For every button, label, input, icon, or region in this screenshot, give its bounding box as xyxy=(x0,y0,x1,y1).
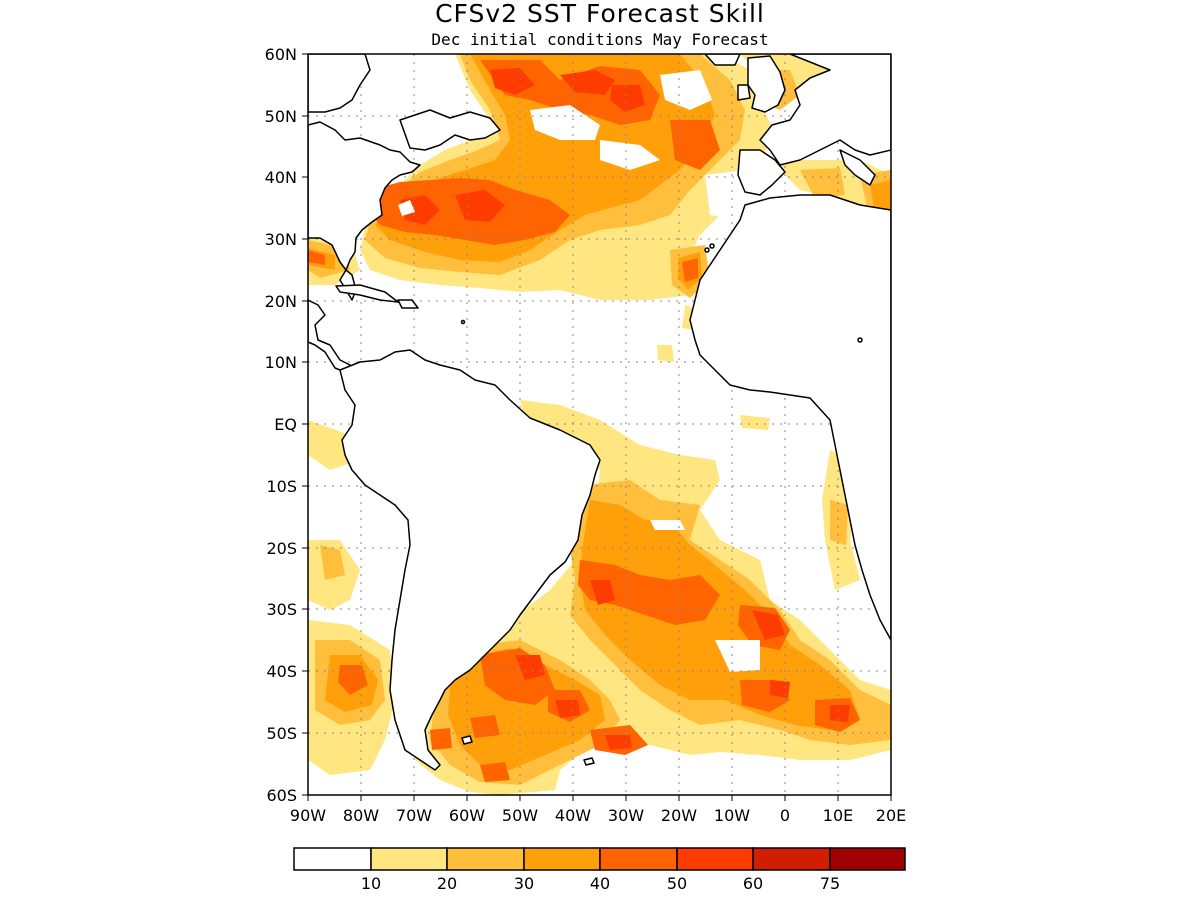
colorbar-segment xyxy=(523,847,601,871)
latitude-labels: 60N 50N 40N 30N 20N 10N EQ 10S 20S 30S 4… xyxy=(265,45,297,805)
lat-label: 30S xyxy=(266,600,297,619)
colorbar-label: 75 xyxy=(820,874,840,893)
axis-ticks xyxy=(302,53,892,801)
colorbar-segment xyxy=(446,847,525,871)
lat-label: 20N xyxy=(265,292,297,311)
canada-north xyxy=(308,54,371,113)
colorbar-label: 40 xyxy=(590,874,610,893)
ireland xyxy=(737,84,751,101)
lat-label: 40N xyxy=(265,168,297,187)
lat-label: 60S xyxy=(266,786,297,805)
lat-label: 60N xyxy=(265,45,297,64)
lon-label: 20E xyxy=(876,806,906,825)
colorbar-segment xyxy=(293,847,372,871)
lon-label: 30W xyxy=(608,806,644,825)
coastlines xyxy=(308,54,891,771)
lat-label: 40S xyxy=(266,662,297,681)
colorbar-segment xyxy=(752,847,831,871)
lon-label: 80W xyxy=(343,806,379,825)
lat-label: 10S xyxy=(266,477,297,496)
colorbar-segment xyxy=(829,847,906,871)
lat-label: 30N xyxy=(265,230,297,249)
lat-label: 50S xyxy=(266,724,297,743)
lon-label: 90W xyxy=(290,806,326,825)
colorbar-segment xyxy=(676,847,754,871)
lon-label: 60W xyxy=(449,806,485,825)
lat-label: 20S xyxy=(266,539,297,558)
lon-label: 50W xyxy=(502,806,538,825)
lat-label: EQ xyxy=(274,415,297,434)
colorbar-label: 20 xyxy=(437,874,457,893)
chart-title: CFSv2 SST Forecast Skill xyxy=(435,0,765,28)
colorbar-label: 60 xyxy=(743,874,763,893)
longitude-labels: 90W 80W 70W 60W 50W 40W 30W 20W 10W 0 10… xyxy=(290,806,906,825)
south-america xyxy=(339,349,601,771)
lat-label: 50N xyxy=(265,107,297,126)
lon-label: 10E xyxy=(823,806,853,825)
lat-label: 10N xyxy=(265,353,297,372)
plot-area xyxy=(308,54,891,795)
colorbar-segment xyxy=(370,847,448,871)
colorbar-label: 50 xyxy=(667,874,687,893)
colorbar: 10 20 30 40 50 60 75 xyxy=(293,847,906,893)
colorbar-label: 30 xyxy=(514,874,534,893)
lon-label: 0 xyxy=(780,806,790,825)
lon-label: 40W xyxy=(555,806,591,825)
nova-scotia-newfoundland xyxy=(399,109,501,151)
chart-subtitle: Dec initial conditions May Forecast xyxy=(431,30,768,49)
iberia xyxy=(737,149,786,196)
colorbar-label: 10 xyxy=(361,874,381,893)
north-america xyxy=(308,121,421,271)
europe xyxy=(759,54,891,166)
africa xyxy=(689,194,891,641)
lon-label: 20W xyxy=(661,806,697,825)
colorbar-segment xyxy=(599,847,678,871)
lon-label: 10W xyxy=(714,806,750,825)
lon-label: 70W xyxy=(396,806,432,825)
great-britain xyxy=(747,55,786,113)
